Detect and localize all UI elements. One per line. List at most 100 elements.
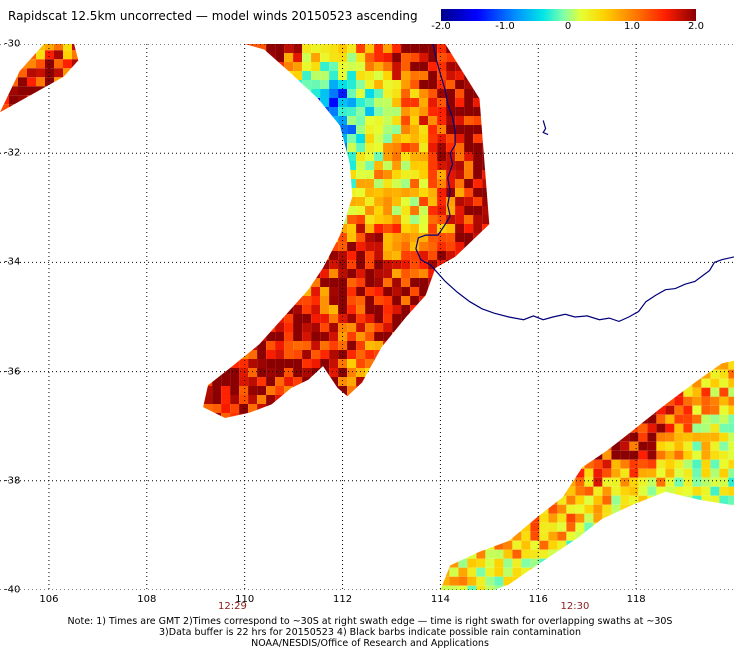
- wind-cell: [311, 251, 321, 260]
- wind-cell: [419, 71, 429, 80]
- wind-cell: [212, 251, 222, 260]
- wind-cell: [311, 413, 321, 418]
- wind-cell: [728, 513, 734, 523]
- wind-cell: [428, 89, 438, 98]
- wind-cell: [27, 95, 36, 105]
- wind-cell: [347, 233, 357, 242]
- wind-cell: [221, 161, 231, 170]
- wind-cell: [302, 242, 312, 251]
- wind-cell: [548, 486, 558, 496]
- wind-cell: [230, 44, 240, 53]
- wind-cell: [467, 549, 477, 559]
- wind-cell: [473, 224, 483, 233]
- wind-cell: [275, 206, 285, 215]
- wind-cell: [446, 323, 456, 332]
- wind-cell: [356, 116, 366, 125]
- wind-cell: [257, 53, 267, 62]
- wind-cell: [302, 233, 312, 242]
- wind-cell: [356, 161, 366, 170]
- wind-cell: [212, 242, 222, 251]
- wind-cell: [473, 251, 483, 260]
- wind-cell: [365, 44, 375, 53]
- wind-cell: [239, 413, 249, 418]
- wind-cell: [293, 71, 303, 80]
- wind-cell: [230, 260, 240, 269]
- wind-cell: [521, 513, 531, 523]
- wind-cell: [473, 359, 483, 368]
- wind-cell: [230, 251, 240, 260]
- wind-cell: [266, 107, 276, 116]
- wind-cell: [257, 323, 267, 332]
- wind-cell: [647, 459, 657, 469]
- wind-cell: [674, 513, 684, 523]
- wind-cell: [701, 477, 711, 487]
- wind-cell: [347, 350, 357, 359]
- wind-cell: [212, 179, 222, 188]
- wind-cell: [257, 44, 267, 53]
- wind-cell: [455, 125, 465, 134]
- wind-cell: [638, 450, 648, 460]
- wind-cell: [203, 413, 213, 418]
- wind-cell: [221, 143, 231, 152]
- wind-cell: [239, 332, 249, 341]
- wind-cell: [266, 377, 276, 386]
- wind-cell: [320, 350, 330, 359]
- wind-cell: [683, 477, 693, 487]
- note-line: Note: 1) Times are GMT 2)Times correspon…: [67, 616, 673, 627]
- wind-cell: [383, 359, 393, 368]
- wind-cell: [629, 504, 639, 514]
- wind-cell: [494, 567, 504, 577]
- wind-cell: [257, 404, 267, 413]
- wind-cell: [512, 522, 522, 532]
- wind-cell: [401, 305, 411, 314]
- wind-cell: [719, 513, 729, 523]
- wind-cell: [455, 404, 465, 413]
- wind-cell: [464, 98, 474, 107]
- wind-cell: [239, 107, 249, 116]
- wind-cell: [455, 44, 465, 53]
- wind-cell: [383, 125, 393, 134]
- wind-cell: [710, 468, 720, 478]
- wind-cell: [446, 368, 456, 377]
- wind-cell: [530, 549, 540, 559]
- wind-cell: [674, 441, 684, 451]
- wind-cell: [482, 125, 490, 134]
- wind-cell: [566, 432, 576, 442]
- wind-cell: [392, 332, 402, 341]
- wind-cell: [539, 360, 549, 370]
- wind-cell: [302, 251, 312, 260]
- wind-cell: [437, 350, 447, 359]
- wind-cell: [521, 396, 531, 406]
- wind-cell: [638, 504, 648, 514]
- wind-cell: [647, 576, 657, 586]
- wind-cell: [266, 332, 276, 341]
- wind-cell: [476, 513, 486, 523]
- wind-cell: [392, 188, 402, 197]
- wind-cell: [602, 360, 612, 370]
- wind-cell: [302, 143, 312, 152]
- wind-cell: [257, 287, 267, 296]
- wind-map[interactable]: [0, 44, 734, 590]
- wind-cell: [338, 89, 348, 98]
- wind-cell: [482, 251, 490, 260]
- wind-cell: [620, 468, 630, 478]
- wind-cell: [464, 413, 474, 418]
- wind-cell: [683, 513, 693, 523]
- wind-cell: [692, 378, 702, 388]
- wind-cell: [437, 134, 447, 143]
- wind-cell: [428, 377, 438, 386]
- wind-cell: [692, 585, 702, 590]
- wind-cell: [419, 278, 429, 287]
- wind-cell: [230, 305, 240, 314]
- wind-cell: [440, 423, 450, 433]
- wind-cell: [692, 531, 702, 541]
- wind-cell: [449, 576, 459, 586]
- wind-cell: [419, 152, 429, 161]
- wind-cell: [374, 170, 384, 179]
- wind-cell: [476, 414, 486, 424]
- wind-cell: [557, 540, 567, 550]
- wind-cell: [329, 350, 339, 359]
- wind-cell: [584, 585, 594, 590]
- wind-cell: [557, 450, 567, 460]
- wind-cell: [656, 585, 666, 590]
